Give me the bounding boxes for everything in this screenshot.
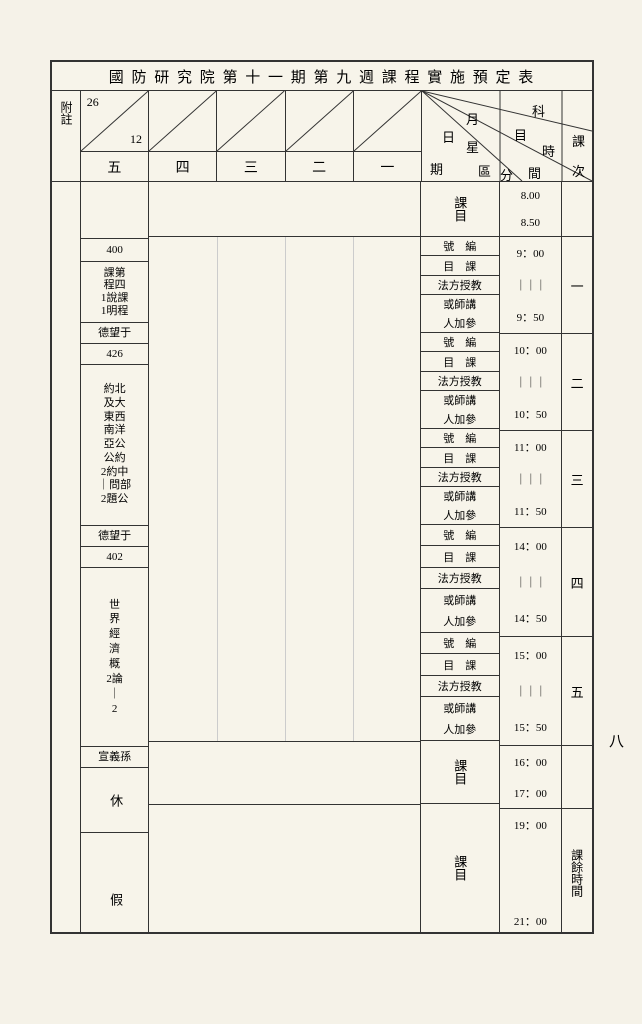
hdr-qu: 區	[478, 161, 491, 180]
annex-label: 附註	[58, 101, 75, 125]
period-3-labels: 號 編 目 課 法方授教 或師講 人加參	[421, 429, 499, 525]
page-number: 八	[609, 730, 624, 751]
fri-holiday: 假	[81, 833, 149, 965]
hdr-shi: 時	[542, 141, 555, 160]
fri-402: 402	[81, 547, 149, 568]
col-annex	[52, 182, 81, 932]
idx-2: 二	[562, 334, 592, 431]
hdr-ci: 次	[572, 161, 585, 180]
day-2: 二	[286, 152, 353, 182]
body-zone: 400 課第 程四 1說課 1明程 德望于 426 約北 及大 東西 南洋 亞公…	[52, 182, 592, 932]
col-time: 8.008.50 9：00｜｜｜9：50 10：00｜｜｜10：50 11：00…	[500, 182, 563, 932]
idx-4: 四	[562, 528, 592, 637]
day-1: 一	[354, 152, 421, 182]
fri-lecturer3: 宣義孫	[81, 747, 149, 768]
period-1-labels: 號 編 目 課 法方授教 或師講 人加參	[421, 237, 499, 333]
date-top: 26	[87, 95, 99, 110]
time-5: 15：00｜｜｜15：50	[500, 637, 562, 746]
hdr-jian: 間	[528, 163, 541, 182]
after-class-label: 課餘時間	[569, 849, 586, 897]
fri-426: 426	[81, 344, 149, 365]
day-3: 三	[217, 152, 284, 182]
fri-block1: 課第 程四 1說課 1明程	[81, 262, 149, 323]
period-2-labels: 號 編 目 課 法方授教 或師講 人加參	[421, 333, 499, 429]
col-index: 一 二 三 四 五 課餘時間	[562, 182, 592, 932]
row1-label: 課目	[421, 182, 499, 237]
idx-3: 三	[562, 431, 592, 528]
fri-block3: 世 界 經 濟 概 2論 ｜ 2	[81, 568, 149, 747]
time-7: 19：0021：00	[500, 809, 562, 937]
row6-label: 課目	[450, 759, 469, 785]
day-4: 四	[149, 152, 216, 182]
idx-1: 一	[562, 237, 592, 334]
time-6: 16：0017：00	[500, 746, 562, 809]
hdr-qi: 期	[430, 159, 443, 178]
header-zone: 附註 26 12 五 四 三 二	[52, 91, 592, 182]
hdr-kec: 課	[572, 131, 585, 150]
time-1: 9：00｜｜｜9：50	[500, 237, 562, 334]
date-bot: 12	[130, 132, 142, 147]
time-0: 8.008.50	[500, 182, 562, 237]
period-4-labels: 號 編 目 課 法方授教 或師講 人加參	[421, 525, 499, 633]
hdr-month: 月	[466, 109, 479, 128]
header-diag: 月 日 星 期 科 目 區 分 時 間 課 次	[422, 91, 592, 181]
col-middle	[149, 182, 420, 932]
col-labels: 課目 號 編 目 課 法方授教 或師講 人加參 號 編 目 課 法方授教 或師講…	[421, 182, 500, 932]
hdr-ke: 科	[532, 101, 545, 120]
fri-lecturer1: 德望于	[81, 323, 149, 344]
idx-5: 五	[562, 637, 592, 746]
day-5: 五	[81, 152, 148, 182]
time-3: 11：00｜｜｜11：50	[500, 431, 562, 528]
fri-400: 400	[81, 239, 149, 262]
hdr-day: 日	[442, 127, 455, 146]
hdr-mu: 目	[514, 125, 527, 144]
page-title: 國 防 研 究 院 第 十 一 期 第 九 週 課 程 實 施 預 定 表	[52, 62, 592, 91]
time-4: 14：00｜｜｜14：50	[500, 528, 562, 637]
fri-block2: 約北 及大 東西 南洋 亞公 公約 2約中 ｜問部 2題公	[81, 365, 149, 526]
col-friday: 400 課第 程四 1說課 1明程 德望于 426 約北 及大 東西 南洋 亞公…	[81, 182, 150, 932]
time-2: 10：00｜｜｜10：50	[500, 334, 562, 431]
hdr-star: 星	[466, 137, 479, 156]
schedule-page: 國 防 研 究 院 第 十 一 期 第 九 週 課 程 實 施 預 定 表 附註…	[50, 60, 594, 934]
row7-label: 課目	[450, 855, 469, 881]
fri-lecturer2: 德望于	[81, 526, 149, 547]
period-5-labels: 號 編 目 課 法方授教 或師講 人加參	[421, 633, 499, 741]
fri-rest: 休	[81, 768, 149, 833]
